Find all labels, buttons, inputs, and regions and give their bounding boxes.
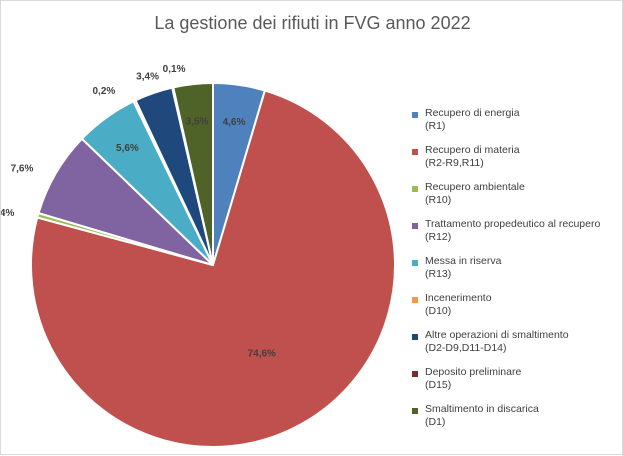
- legend-swatch: [412, 112, 418, 118]
- legend-swatch: [412, 260, 418, 266]
- legend-name: Smaltimento in discarica: [425, 403, 539, 415]
- legend-name: Recupero ambientale: [425, 181, 525, 193]
- data-label-4: 7,6%: [11, 163, 34, 174]
- legend-name: Deposito preliminare: [425, 366, 522, 378]
- legend-item-5: Messa in riserva (R13): [412, 255, 622, 292]
- data-label-1: 4,6%: [223, 117, 246, 128]
- legend-label: Recupero di materia (R2-R9,R11): [425, 144, 520, 170]
- legend-swatch: [412, 371, 418, 377]
- legend-code: (R12): [425, 231, 452, 243]
- legend-label: Deposito preliminare (D15): [425, 366, 521, 392]
- pie-slice-2: [30, 89, 396, 448]
- legend-code: (D1): [425, 416, 446, 428]
- data-label-9: 3,5%: [186, 116, 209, 127]
- legend-swatch: [412, 334, 418, 340]
- legend-name: Incenerimento: [425, 292, 492, 304]
- data-label-5: 5,6%: [116, 143, 139, 154]
- legend-item-4: Trattamento propedeutico al recupero (R12…: [412, 218, 622, 255]
- data-label-8: 0,1%: [163, 64, 186, 75]
- legend-label: Incenerimento (D10): [425, 292, 492, 318]
- data-label-2: 74,6%: [248, 348, 276, 359]
- legend-item-7: Altre operazioni di smaltimento (D2-D9,D1…: [412, 329, 622, 366]
- legend-code: (D10): [425, 305, 452, 317]
- legend-swatch: [412, 223, 418, 229]
- legend-swatch: [412, 186, 418, 192]
- legend: Recupero di energia (R1) Recupero di mater…: [412, 107, 622, 440]
- legend-label: Recupero di energia (R1): [425, 107, 520, 133]
- legend-name: Trattamento propedeutico al recupero: [425, 218, 601, 230]
- legend-item-9: Smaltimento in discarica (D1): [412, 403, 622, 440]
- legend-code: (R13): [425, 268, 452, 280]
- legend-item-3: Recupero ambientale (R10): [412, 181, 622, 218]
- legend-item-1: Recupero di energia (R1): [412, 107, 622, 144]
- data-label-6: 0,2%: [93, 86, 116, 97]
- legend-name: Recupero di materia: [425, 144, 520, 156]
- legend-item-8: Deposito preliminare (D15): [412, 366, 622, 403]
- legend-swatch: [412, 149, 418, 155]
- legend-swatch: [412, 408, 418, 414]
- data-label-7: 3,4%: [136, 72, 159, 83]
- data-label-3: 0,4%: [1, 208, 14, 219]
- legend-label: Smaltimento in discarica (D1): [425, 403, 539, 429]
- legend-code: (D15): [425, 379, 452, 391]
- legend-code: (R2-R9,R11): [425, 157, 484, 169]
- legend-label: Trattamento propedeutico al recupero (R12…: [425, 218, 600, 244]
- legend-label: Altre operazioni di smaltimento (D2-D9,D1…: [425, 329, 569, 355]
- chart-title: La gestione dei rifiuti in FVG anno 2022: [154, 13, 471, 33]
- legend-label: Messa in riserva (R13): [425, 255, 501, 281]
- legend-item-6: Incenerimento (D10): [412, 292, 622, 329]
- legend-name: Altre operazioni di smaltimento: [425, 329, 569, 341]
- pie-slice-9: [172, 81, 214, 266]
- legend-item-2: Recupero di materia (R2-R9,R11): [412, 144, 622, 181]
- legend-name: Messa in riserva: [425, 255, 502, 267]
- legend-code: (R10): [425, 194, 452, 206]
- legend-name: Recupero di energia: [425, 107, 520, 119]
- legend-label: Recupero ambientale (R10): [425, 181, 525, 207]
- legend-swatch: [412, 297, 418, 303]
- legend-code: (D2-D9,D11-D14): [425, 342, 507, 354]
- legend-code: (R1): [425, 120, 446, 132]
